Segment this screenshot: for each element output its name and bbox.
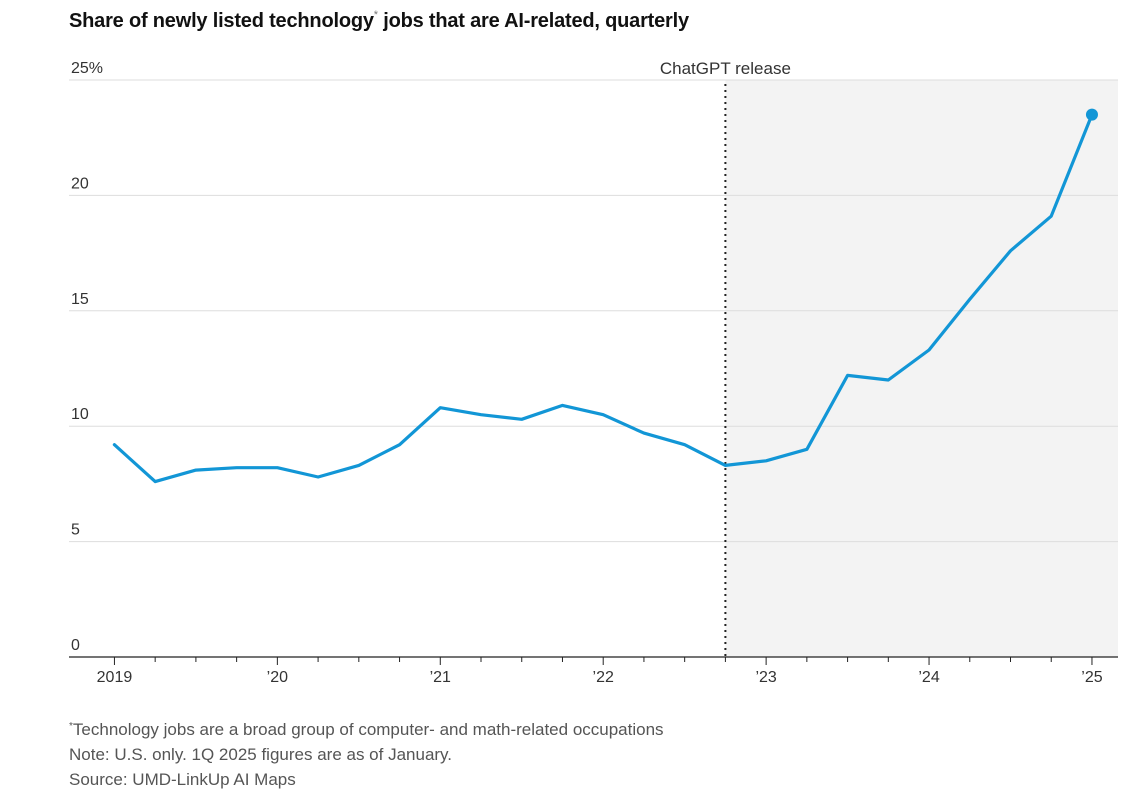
x-tick-label: ’22 (593, 669, 614, 686)
footnote-asterisk: * (69, 721, 73, 732)
y-tick-label: 15 (71, 291, 89, 308)
ai-share-line (112, 112, 1094, 484)
note: Note: U.S. only. 1Q 2025 figures are as … (69, 745, 453, 764)
chart-notes: *Technology jobs are a broad group of co… (69, 714, 664, 792)
y-tick-label: 5 (71, 522, 80, 539)
chart-title: Share of newly listed technology* jobs t… (69, 9, 689, 33)
x-tick-label: ’25 (1081, 669, 1102, 686)
source: Source: UMD-LinkUp AI Maps (69, 770, 296, 789)
chart-title-part-1: Share of newly listed technology (69, 10, 374, 32)
chart-title-part-2: jobs that are AI-related, quarterly (377, 10, 689, 32)
y-tick-label: 20 (71, 175, 89, 192)
title-asterisk: * (373, 9, 378, 21)
x-tick-label: ’24 (918, 669, 939, 686)
y-tick-label: 0 (71, 637, 80, 654)
line-chart: ChatGPT release 0 5 10 15 20 25% 2019 ’20 ’21 ’22… (69, 59, 1118, 686)
latest-data-point (1085, 108, 1098, 121)
x-tick-label: ’23 (755, 669, 776, 686)
x-tick-label: ’20 (267, 669, 288, 686)
x-tick-label: 2019 (97, 669, 133, 686)
y-tick-label: 10 (71, 406, 89, 423)
footnote-text: Technology jobs are a broad group of com… (72, 720, 664, 739)
chatgpt-release-label: ChatGPT release (660, 59, 791, 78)
footnote: *Technology jobs are a broad group of co… (69, 714, 664, 742)
x-tick-label: ’21 (430, 669, 451, 686)
post-chatgpt-shaded-region (725, 80, 1118, 657)
y-tick-label: 25% (71, 60, 103, 77)
